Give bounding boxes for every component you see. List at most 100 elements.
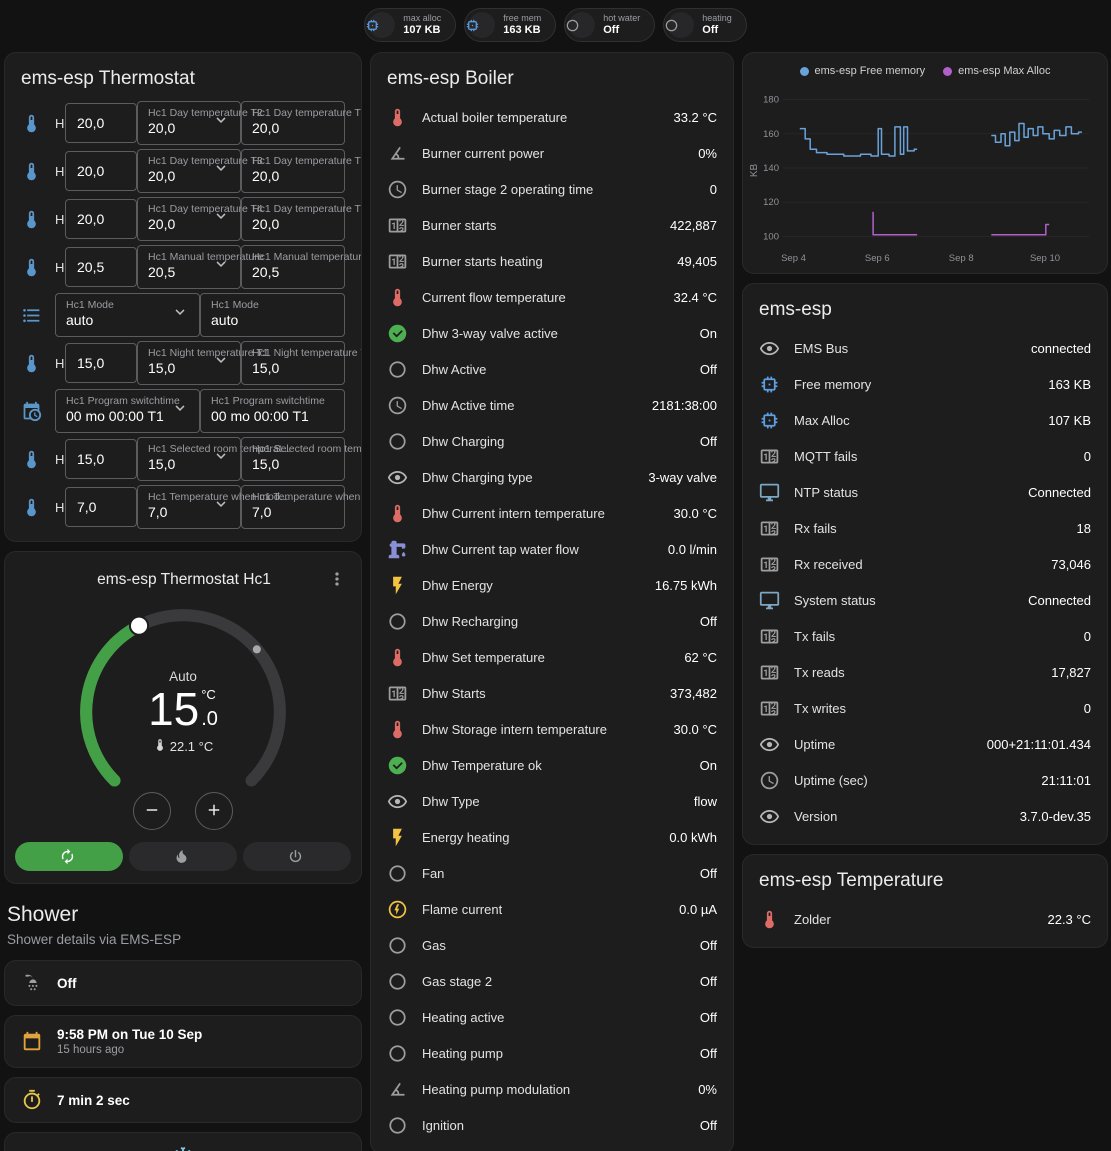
entity-row[interactable]: Flame current 0.0 µA — [371, 891, 733, 927]
entity-row[interactable]: Dhw Type flow — [371, 783, 733, 819]
entity-row[interactable]: Burner starts heating 49,405 — [371, 243, 733, 279]
number-input[interactable]: 7,0 — [65, 487, 137, 527]
entity-row[interactable]: System status Connected — [743, 582, 1107, 618]
entity-label: Tx fails — [794, 628, 836, 644]
entity-row[interactable]: Fan Off — [371, 855, 733, 891]
entity-value: Connected — [1028, 484, 1091, 500]
config-row[interactable]: Hc1 Day temperature T4 20,0 Hc1 Day temp… — [5, 195, 361, 243]
entity-row[interactable]: Dhw 3-way valve active On — [371, 315, 733, 351]
text-field[interactable]: Hc1 Day temperature T4 20,0 — [241, 197, 361, 241]
entity-row[interactable]: Dhw Current intern temperature 30.0 °C — [371, 495, 733, 531]
entity-row[interactable]: Dhw Storage intern temperature 30.0 °C — [371, 711, 733, 747]
config-row[interactable]: Hc1 Day temperature T3 20,0 Hc1 Day temp… — [5, 147, 361, 195]
text-field[interactable]: Hc1 Day temperature T3 20,0 — [241, 149, 361, 193]
entity-row[interactable]: Ignition Off — [371, 1107, 733, 1143]
entity-label: Current flow temperature — [422, 289, 566, 305]
status-badge[interactable]: hot water Off — [564, 8, 656, 42]
entity-row[interactable]: Uptime (sec) 21:11:01 — [743, 762, 1107, 798]
entity-row[interactable]: Dhw Active Off — [371, 351, 733, 387]
config-row[interactable]: Hc1 Night temperature T1 15,0 Hc1 Night … — [5, 339, 361, 387]
status-badge[interactable]: free mem 163 KB — [464, 8, 557, 42]
text-field[interactable]: Hc1 Day temperature T2 20,0 — [241, 101, 361, 145]
entity-row[interactable]: Max Alloc 107 KB — [743, 402, 1107, 438]
entity-row[interactable]: Dhw Active time 2181:38:00 — [371, 387, 733, 423]
climate-partial-card[interactable] — [4, 1132, 362, 1151]
entity-row[interactable]: Dhw Set temperature 62 °C — [371, 639, 733, 675]
config-row[interactable]: Hc1 Selected room temperat... 15,0 Hc1 S… — [5, 435, 361, 483]
entity-row[interactable]: Rx fails 18 — [743, 510, 1107, 546]
entity-row[interactable]: Burner starts 422,887 — [371, 207, 733, 243]
hvac-mode-button[interactable] — [15, 842, 123, 871]
entity-row[interactable]: Rx received 73,046 — [743, 546, 1107, 582]
entity-row[interactable]: NTP status Connected — [743, 474, 1107, 510]
mode-select[interactable]: Hc1 Day temperature T4 20,0 — [137, 197, 263, 241]
entity-row[interactable]: Heating pump Off — [371, 1035, 733, 1071]
entity-row[interactable]: Heating active Off — [371, 999, 733, 1035]
legend-item[interactable]: ems-esp Max Alloc — [943, 65, 1050, 77]
mode-select[interactable]: Hc1 Manual temperature 20,5 — [137, 245, 264, 289]
decrease-temperature-button[interactable] — [133, 792, 171, 830]
status-badge[interactable]: heating Off — [663, 8, 747, 42]
number-input[interactable]: 20,0 — [65, 199, 137, 239]
hvac-mode-button[interactable] — [243, 842, 351, 871]
entity-row[interactable]: Dhw Charging type 3-way valve — [371, 459, 733, 495]
config-row[interactable]: Hc1 Program switchtime 00 mo 00:00 T1 Hc… — [5, 387, 361, 435]
number-input[interactable]: 20,0 — [65, 151, 137, 191]
entity-row[interactable]: Dhw Energy 16.75 kWh — [371, 567, 733, 603]
entity-row[interactable]: Current flow temperature 32.4 °C — [371, 279, 733, 315]
number-input[interactable]: 15,0 — [65, 343, 137, 383]
text-field[interactable]: Hc1 Manual temperature 20,5 — [241, 245, 361, 289]
config-row[interactable]: Hc1 Manual temperature 20,5 Hc1 Manual t… — [5, 243, 361, 291]
increase-temperature-button[interactable] — [195, 792, 233, 830]
hvac-mode-button[interactable] — [129, 842, 237, 871]
number-input[interactable]: 20,0 — [65, 103, 137, 143]
number-input[interactable]: 15,0 — [65, 439, 137, 479]
text-field[interactable]: Hc1 Temperature when mod... 7,0 — [241, 485, 361, 529]
text-field[interactable]: Hc1 Mode auto — [200, 293, 345, 337]
more-options-button[interactable] — [323, 566, 351, 594]
entity-row[interactable]: Dhw Current tap water flow 0.0 l/min — [371, 531, 733, 567]
entity-row[interactable]: Tx writes 0 — [743, 690, 1107, 726]
mode-select[interactable]: Hc1 Mode auto — [55, 293, 200, 337]
entity-row[interactable]: Gas Off — [371, 927, 733, 963]
text-field[interactable]: Hc1 Night temperature T1 15,0 — [241, 341, 361, 385]
entity-row[interactable]: Dhw Starts 373,482 — [371, 675, 733, 711]
shower-timestamp-card[interactable]: 9:58 PM on Tue 10 Sep 15 hours ago — [4, 1015, 362, 1068]
status-badge[interactable]: max alloc 107 KB — [364, 8, 457, 42]
mode-select[interactable]: Hc1 Day temperature T2 20,0 — [137, 101, 263, 145]
config-row[interactable]: Hc1 Mode auto Hc1 Mode auto — [5, 291, 361, 339]
entity-row[interactable]: Gas stage 2 Off — [371, 963, 733, 999]
mode-select[interactable]: Hc1 Day temperature T3 20,0 — [137, 149, 263, 193]
entity-row[interactable]: Free memory 163 KB — [743, 366, 1107, 402]
mode-select[interactable]: Hc1 Selected room temperat... 15,0 — [137, 437, 290, 481]
entity-row[interactable]: Tx reads 17,827 — [743, 654, 1107, 690]
mode-select[interactable]: Hc1 Temperature when mod... 7,0 — [137, 485, 288, 529]
mode-select[interactable]: Hc1 Night temperature T1 15,0 — [137, 341, 269, 385]
legend-item[interactable]: ems-esp Free memory — [799, 65, 925, 77]
entity-row[interactable]: Dhw Recharging Off — [371, 603, 733, 639]
entity-row[interactable]: EMS Bus connected — [743, 330, 1107, 366]
text-field[interactable]: Hc1 Selected room temperat... 15,0 — [241, 437, 361, 481]
shower-state-card[interactable]: Off — [4, 960, 362, 1006]
shower-duration-card[interactable]: 7 min 2 sec — [4, 1077, 362, 1123]
entity-row[interactable]: Burner stage 2 operating time 0 — [371, 171, 733, 207]
config-row[interactable]: Hc1 Day temperature T2 20,0 Hc1 Day temp… — [5, 99, 361, 147]
entity-value: On — [699, 757, 717, 773]
entity-row[interactable]: Burner current power 0% — [371, 135, 733, 171]
config-row[interactable]: Hc1 Temperature when mod... 7,0 Hc1 Temp… — [5, 483, 361, 531]
chevron-down-icon — [212, 159, 230, 182]
entity-row[interactable]: Dhw Charging Off — [371, 423, 733, 459]
entity-row[interactable]: Version 3.7.0-dev.35 — [743, 798, 1107, 834]
entity-row[interactable]: Actual boiler temperature 33.2 °C — [371, 99, 733, 135]
entity-row[interactable]: Uptime 000+21:11:01.434 — [743, 726, 1107, 762]
entity-row[interactable]: Tx fails 0 — [743, 618, 1107, 654]
entity-row[interactable]: Energy heating 0.0 kWh — [371, 819, 733, 855]
text-field[interactable]: Hc1 Program switchtime 00 mo 00:00 T1 — [200, 389, 345, 433]
entity-label: Dhw Energy — [422, 577, 493, 593]
entity-row[interactable]: MQTT fails 0 — [743, 438, 1107, 474]
mode-select[interactable]: Hc1 Program switchtime 00 mo 00:00 T1 — [55, 389, 200, 433]
number-input[interactable]: 20,5 — [65, 247, 137, 287]
entity-row[interactable]: Heating pump modulation 0% — [371, 1071, 733, 1107]
entity-row[interactable]: Zolder 22.3 °C — [743, 901, 1107, 937]
entity-row[interactable]: Dhw Temperature ok On — [371, 747, 733, 783]
